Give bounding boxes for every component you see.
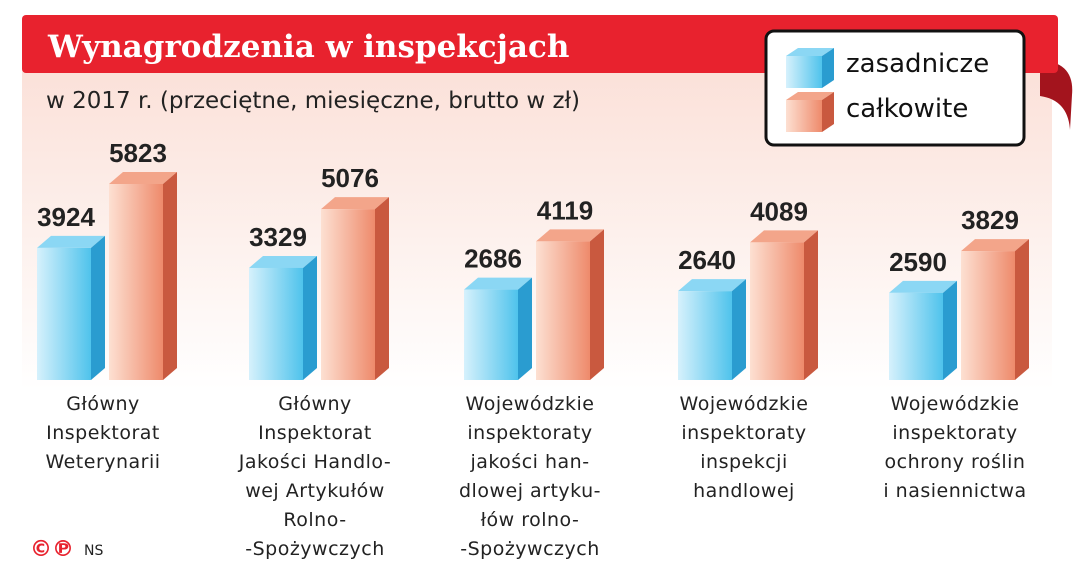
value-label-zasadnicze-3: 2640 (678, 245, 736, 275)
title-banner-curl (1040, 60, 1073, 130)
bars-layer (37, 172, 1029, 380)
bar-calkowite-4 (961, 239, 1029, 380)
legend: zasadnicze całkowite (764, 29, 1026, 147)
value-label-zasadnicze-4: 2590 (889, 247, 947, 277)
legend-swatch-calkowite (786, 92, 834, 132)
bar-zasadnicze-2 (464, 277, 532, 380)
category-label-2: Wojewódzkie inspektoraty jakości han-dlowe… (459, 393, 601, 560)
bar-calkowite-1 (321, 197, 389, 380)
chart-subtitle: w 2017 r. (przeciętne, miesięczne, brutt… (46, 88, 580, 114)
legend-label-calkowite: całkowite (846, 94, 968, 124)
legend-swatch-zasadnicze (786, 48, 834, 88)
value-label-zasadnicze-0: 3924 (37, 202, 95, 232)
chart-title: Wynagrodzenia w inspekcjach (47, 29, 569, 65)
value-labels-layer: 3924 5823 3329 5076 2686 4119 2640 4089 2590 3829 (37, 138, 1019, 277)
bar-zasadnicze-4 (889, 280, 957, 380)
value-label-calkowite-4: 3829 (961, 205, 1019, 235)
bar-zasadnicze-1 (249, 255, 317, 380)
source-label: NS (84, 543, 103, 559)
value-label-calkowite-1: 5076 (321, 163, 379, 193)
bar-calkowite-3 (750, 230, 818, 380)
bar-zasadnicze-3 (678, 279, 746, 380)
value-label-calkowite-0: 5823 (109, 138, 167, 168)
category-label-0: Główny Inspektorat Weterynarii (45, 393, 160, 473)
legend-label-zasadnicze: zasadnicze (846, 49, 989, 79)
category-label-3: Wojewódzkie inspektoraty inspekcji handlowe… (680, 393, 809, 502)
category-label-4: Wojewódzkie inspektoraty ochrony roślin i n… (883, 393, 1026, 502)
value-label-zasadnicze-2: 2686 (464, 244, 522, 274)
value-label-calkowite-2: 4119 (537, 195, 593, 225)
category-labels-layer: Główny Inspektorat Weterynarii Główny Inspek… (45, 393, 1026, 560)
category-label-1: Główny Inspektorat Jakości Handlo-wej Arty… (238, 393, 392, 560)
bar-calkowite-0 (109, 172, 177, 380)
copyright-mark: ©℗ (30, 537, 74, 562)
value-label-calkowite-3: 4089 (750, 196, 808, 226)
value-label-zasadnicze-1: 3329 (249, 222, 307, 252)
bar-zasadnicze-0 (37, 235, 105, 380)
bar-calkowite-2 (536, 229, 604, 380)
